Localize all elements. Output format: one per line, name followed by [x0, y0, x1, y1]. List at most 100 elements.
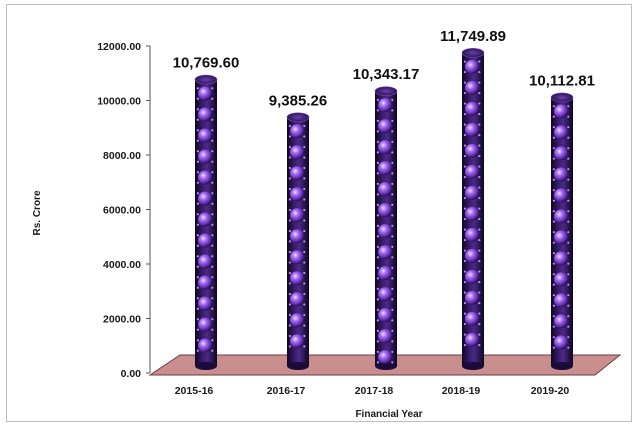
bar-sphere-decoration [378, 245, 392, 260]
bar-dot-decoration [463, 291, 466, 294]
y-axis: 0.00 2000.00 4000.00 6000.00 8000.00 10000.00… [97, 41, 150, 380]
bar-sphere-decoration [465, 101, 479, 116]
bar-cap [550, 92, 574, 103]
bar-dot-decoration [288, 219, 291, 222]
bar-dot-decoration [391, 361, 394, 364]
y-tick-label: 10000.00 [97, 96, 141, 108]
bar-dot-decoration [303, 313, 306, 317]
bar-dot-decoration [196, 181, 199, 184]
bar-dot-decoration [211, 286, 214, 289]
bar-dot-decoration [376, 98, 379, 101]
bar-dot-decoration [478, 322, 481, 326]
bar-dot-decoration [552, 105, 556, 108]
bar-dot-decoration [463, 207, 466, 210]
bar-sphere-decoration [465, 290, 479, 305]
bar-dot-decoration [552, 147, 556, 150]
bar-dot-decoration [288, 345, 291, 348]
bar-dot-decoration [376, 172, 379, 175]
bar-sphere-decoration [465, 185, 479, 200]
bar-dot-decoration [288, 187, 291, 191]
bar-sphere-decoration [290, 145, 304, 160]
bar-sphere-decoration [198, 233, 212, 248]
bar-sphere-decoration [290, 124, 304, 139]
bar-dot-decoration [303, 156, 306, 159]
bar-sphere-decoration [378, 287, 392, 302]
bar-dot-decoration [211, 318, 214, 321]
bars-group: 10,769.60 9,385.26 10,343.17 11,749.89 10,11… [173, 28, 595, 370]
bar-dot-decoration [288, 334, 291, 338]
bar-dot-decoration [552, 294, 556, 297]
bar-dot-decoration [303, 198, 306, 201]
bar-sphere-decoration [378, 350, 392, 365]
bar-dot-decoration [391, 298, 394, 301]
bar-dot-decoration [552, 210, 556, 213]
bar-dot-decoration [478, 175, 481, 179]
bar-dot-decoration [303, 177, 306, 180]
bar-dot-decoration [376, 308, 379, 311]
bar-sphere-decoration [465, 143, 479, 158]
bar-dot-decoration [303, 292, 306, 296]
y-tick-label: 4000.00 [103, 259, 141, 271]
bar-dot-decoration [376, 319, 379, 322]
y-tick-label: 6000.00 [103, 205, 141, 217]
bar-dot-decoration [567, 262, 570, 265]
bar-dot-decoration [196, 286, 199, 289]
bar-cap [194, 74, 218, 85]
bar-dot-decoration [288, 124, 291, 128]
bar-dot-decoration [211, 328, 214, 331]
bar-dot-decoration [211, 265, 214, 268]
bar-dot-decoration [303, 229, 306, 233]
bar-dot-decoration [478, 238, 481, 242]
bar-dot-decoration [463, 333, 466, 336]
bar-dot-decoration [463, 165, 466, 168]
bar-dot-decoration [463, 270, 466, 273]
x-tick-label: 2016-17 [267, 385, 306, 397]
bar-dot-decoration [567, 126, 570, 129]
bar-sphere-decoration [465, 206, 479, 221]
bar-dot-decoration [288, 145, 291, 149]
bar-dot-decoration [376, 151, 379, 154]
bar-sphere-decoration [198, 86, 212, 101]
bar-dot-decoration [391, 340, 394, 343]
bar-dot-decoration [376, 266, 379, 269]
bar-dot-decoration [552, 199, 556, 202]
bar-dot-decoration [211, 349, 214, 352]
bar-base [375, 362, 397, 370]
x-tick-label: 2019-20 [531, 385, 570, 397]
bar [374, 86, 398, 370]
bar-dot-decoration [376, 287, 379, 290]
bar-dot-decoration [567, 105, 570, 108]
bar-dot-decoration [288, 166, 291, 170]
bar-dot-decoration [196, 255, 199, 258]
bar-data-label: 9,385.26 [269, 92, 327, 109]
bar-dot-decoration [552, 136, 556, 139]
bar-dot-decoration [196, 318, 199, 321]
bar-dot-decoration [391, 287, 394, 290]
bar-dot-decoration [391, 151, 394, 154]
bar-sphere-decoration [378, 98, 392, 113]
bar-dot-decoration [478, 249, 481, 252]
bar-dot-decoration [391, 319, 394, 322]
bar-dot-decoration [376, 119, 379, 122]
bar-dot-decoration [288, 313, 291, 317]
bar-dot-decoration [478, 217, 481, 221]
bar-sphere-decoration [198, 275, 212, 290]
bar-dot-decoration [196, 171, 199, 174]
bar-dot-decoration [463, 123, 466, 126]
bar-dot-decoration [288, 324, 291, 327]
bar-dot-decoration [552, 220, 556, 223]
bar-dot-decoration [303, 261, 306, 264]
bar-dot-decoration [303, 124, 306, 128]
bar-dot-decoration [463, 81, 466, 84]
bar [286, 112, 310, 370]
bar-dot-decoration [211, 192, 214, 195]
bar-sphere-decoration [554, 125, 568, 140]
bar-sphere-decoration [465, 80, 479, 95]
bar-sphere-decoration [290, 292, 304, 307]
bar-sphere-decoration [554, 230, 568, 245]
bar-dot-decoration [196, 349, 199, 352]
bar-dot-decoration [211, 202, 214, 205]
bar-sphere-decoration [290, 250, 304, 265]
bar-dot-decoration [303, 303, 306, 306]
bar-dot-decoration [463, 196, 466, 200]
